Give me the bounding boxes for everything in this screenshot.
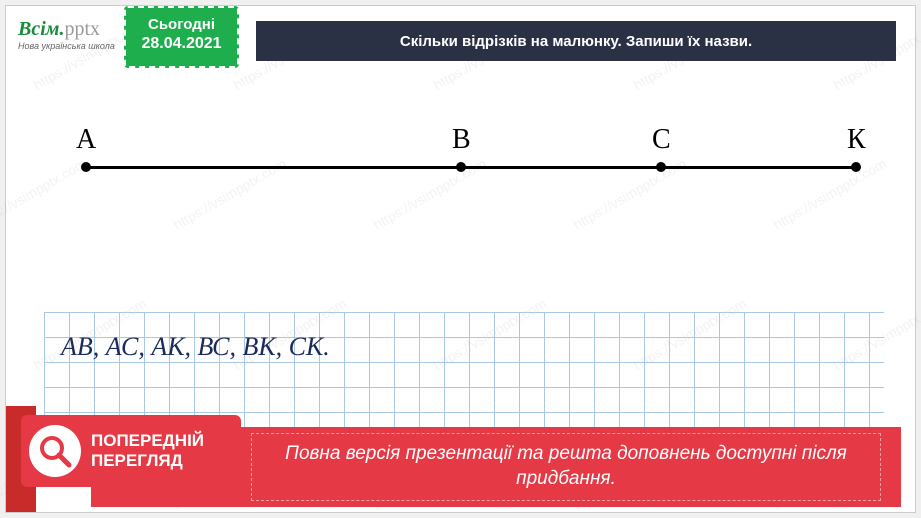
date-badge-date: 28.04.2021 [131, 35, 232, 53]
magnifier-icon [29, 425, 81, 477]
logo-text: Всім.pptx [18, 18, 115, 41]
slide-container: https://vsimpptx.com https://vsimpptx.co… [5, 5, 916, 513]
date-badge: Сьогодні 28.04.2021 [124, 6, 239, 68]
point-label-b: В [452, 124, 471, 156]
task-text: Скільки відрізків на малюнку. Запиши їх … [400, 33, 752, 50]
task-bar: Скільки відрізків на малюнку. Запиши їх … [256, 21, 896, 61]
point-label-c: С [652, 124, 671, 156]
point-a [81, 162, 91, 172]
logo-bold-part: Всім. [18, 18, 64, 40]
logo-subtitle: Нова українська школа [18, 41, 115, 51]
logo-thin-part: pptx [64, 18, 100, 40]
logo: Всім.pptx Нова українська школа [18, 18, 115, 51]
point-label-k: К [847, 124, 866, 156]
footer-text: Повна версія презентації та решта доповн… [251, 433, 881, 500]
preview-badge: ПОПЕРЕДНІЙ ПЕРЕГЛЯД [21, 415, 241, 487]
preview-badge-text: ПОПЕРЕДНІЙ ПЕРЕГЛЯД [91, 431, 204, 472]
line-segment [86, 166, 856, 169]
answer-text: АВ, АС, АК, ВС, ВК, СК. [61, 332, 330, 362]
point-label-a: А [76, 124, 96, 156]
preview-line1: ПОПЕРЕДНІЙ [91, 431, 204, 451]
preview-line2: ПЕРЕГЛЯД [91, 451, 204, 471]
point-c [656, 162, 666, 172]
date-badge-label: Сьогодні [131, 16, 232, 33]
point-b [456, 162, 466, 172]
line-diagram: А В С К [56, 106, 876, 226]
point-k [851, 162, 861, 172]
